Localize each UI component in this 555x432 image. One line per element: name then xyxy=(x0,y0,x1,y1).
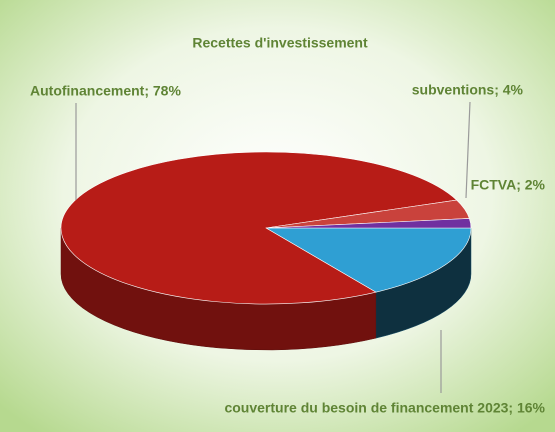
slice xyxy=(264,227,472,293)
data-label: FCTVA; 2% xyxy=(471,177,546,193)
data-label: couverture du besoin de financement 2023… xyxy=(224,400,545,416)
slice xyxy=(60,151,458,305)
data-label: Autofinancement; 78% xyxy=(30,83,181,99)
slice xyxy=(265,218,472,229)
data-label: subventions; 4% xyxy=(412,82,524,98)
leader-line xyxy=(465,101,471,199)
pie xyxy=(60,151,472,351)
labels: couverture du besoin de financement 2023… xyxy=(30,82,546,416)
chart-title: Recettes d'investissement xyxy=(192,35,368,51)
